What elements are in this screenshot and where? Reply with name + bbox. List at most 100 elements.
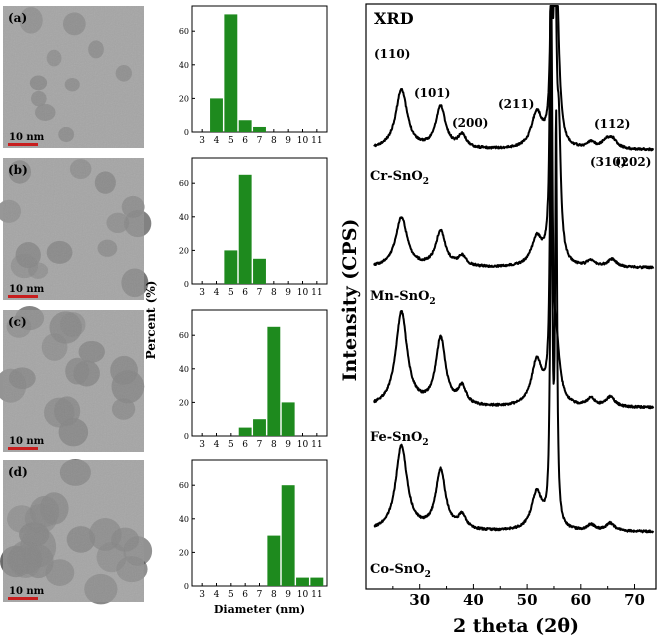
histogram-xtick-label: 5 (228, 136, 234, 146)
histogram-bar (238, 427, 252, 436)
histogram-frame (191, 309, 328, 437)
histogram-ytick-label: 20 (179, 246, 189, 255)
sample-subscript: 2 (422, 438, 428, 448)
tem-noise (3, 310, 144, 452)
histogram-xtick-label: 6 (242, 288, 248, 298)
scale-bar (8, 295, 38, 298)
histogram-ytick-label: 60 (179, 179, 189, 188)
histogram-xtick-label: 10 (297, 440, 309, 450)
histogram-xtick-label: 11 (311, 288, 322, 298)
sample-name: Fe-SnO (370, 430, 422, 445)
histogram-xtick-label: 3 (199, 440, 205, 450)
xrd-sample-label: Cr-SnO2 (370, 169, 429, 187)
xrd-sample-label: Fe-SnO2 (370, 430, 429, 448)
xrd-chart: XRD Intensity (CPS) 2 theta (2θ) 30 40 50 6… (339, 3, 657, 637)
histogram-xtick-label: 3 (199, 590, 205, 600)
histogram-ytick-label: 60 (179, 27, 189, 36)
histogram-xtick-label: 10 (297, 288, 309, 298)
histogram-ytick-label: 60 (179, 331, 189, 340)
histogram-bar (267, 326, 281, 436)
histogram-b: 0 20 40 60 3 4 5 6 7 8 9 10 11 (179, 157, 328, 298)
xrd-peak-label: (310) (590, 155, 626, 169)
scale-bar-label: 10 nm (9, 436, 45, 447)
histogram-xtick-label: 11 (311, 136, 322, 146)
histogram-xtick-label: 4 (214, 590, 220, 600)
histogram-xtick-label: 6 (242, 136, 248, 146)
histogram-xtick-label: 4 (214, 440, 220, 450)
panel-label: (d) (8, 465, 28, 479)
xrd-pattern-line (373, 5, 655, 410)
xrd-xtick-label: 50 (517, 591, 538, 609)
panel-label: (b) (8, 163, 28, 177)
xrd-peak-label: (202) (615, 155, 651, 169)
tem-panel-a: (a) 10 nm (3, 6, 144, 148)
histogram-xtick-label: 3 (199, 288, 205, 298)
histogram-xtick-label: 10 (297, 136, 309, 146)
histogram-bar (281, 402, 295, 436)
histogram-bar (238, 174, 252, 284)
xrd-pattern-line (373, 5, 655, 270)
histogram-ytick-label: 40 (179, 515, 189, 524)
histogram-ytick-label: 0 (184, 582, 189, 591)
histogram-frame (191, 459, 328, 587)
xrd-peak-labels: (110) (101) (200) (211) (112) (310)(202) (374, 47, 651, 169)
histogram-xtick-label: 5 (228, 440, 234, 450)
xrd-pattern-line (373, 5, 655, 152)
histogram-xtick-label: 8 (271, 288, 277, 298)
histogram-xlabel: Diameter (nm) (214, 603, 305, 616)
histogram-xtick-label: 11 (311, 440, 322, 450)
histogram-xtick-label: 7 (257, 288, 263, 298)
tem-panel-d: (d) 10 nm (0, 458, 153, 605)
xrd-title: XRD (374, 9, 414, 28)
histogram-bar (281, 485, 295, 586)
histogram-ytick-label: 20 (179, 94, 189, 103)
histogram-ytick-label: 60 (179, 481, 189, 490)
xrd-plot-frame (365, 3, 657, 590)
histogram-bar (267, 535, 281, 586)
histogram-bar (253, 126, 266, 132)
xrd-sample-label: Co-SnO2 (370, 562, 431, 580)
tem-noise (3, 158, 144, 300)
histogram-xtick-label: 7 (257, 590, 263, 600)
histogram-bar (296, 577, 309, 586)
histogram-bar (310, 577, 324, 586)
xrd-xtick-label: 30 (409, 591, 430, 609)
xrd-peak-label: (200) (452, 116, 488, 130)
histogram-bar (224, 14, 238, 132)
xrd-x-axis: 30 40 50 60 70 (392, 584, 645, 609)
histogram-ytick-label: 20 (179, 548, 189, 557)
sample-subscript: 2 (429, 297, 435, 307)
tem-micrographs: (a) 10 nm (b) 10 nm (c) 10 nm (d) 10 nm (0, 6, 153, 605)
scale-bar (8, 597, 38, 600)
histogram-xtick-label: 3 (199, 136, 205, 146)
xrd-pattern-line (373, 109, 655, 534)
histogram-xtick-label: 9 (285, 590, 291, 600)
histogram-bar (210, 98, 223, 132)
histogram-xtick-label: 11 (311, 590, 322, 600)
histogram-d: 0 20 40 60 3 4 5 6 7 8 9 10 11 Diameter (nm) (179, 459, 328, 616)
xrd-peak-label: (110) (374, 47, 410, 61)
histogram-bar (253, 419, 266, 436)
tem-panel-c: (c) 10 nm (0, 306, 145, 452)
histogram-xtick-label: 9 (285, 136, 291, 146)
scale-bar (8, 143, 38, 146)
scale-bar-label: 10 nm (9, 284, 45, 295)
xrd-xtick-label: 70 (624, 591, 645, 609)
histogram-xtick-label: 9 (285, 288, 291, 298)
sample-name: Mn-SnO (370, 289, 429, 304)
xrd-xtick-label: 40 (463, 591, 484, 609)
tem-noise (3, 6, 144, 148)
histogram-ylabel: Percent (%) (144, 281, 158, 360)
xrd-xtick-label: 60 (570, 591, 591, 609)
xrd-xlabel-text: 2 theta (2θ) (453, 615, 579, 637)
histogram-xtick-label: 8 (271, 440, 277, 450)
scale-bar-label: 10 nm (9, 586, 45, 597)
histogram-xtick-label: 7 (257, 136, 263, 146)
panel-label: (a) (8, 11, 27, 25)
histogram-ytick-label: 0 (184, 128, 189, 137)
histogram-ytick-label: 40 (179, 365, 189, 374)
histogram-ytick-label: 20 (179, 398, 189, 407)
xrd-xlabel: 2 theta (2θ) (453, 615, 579, 637)
